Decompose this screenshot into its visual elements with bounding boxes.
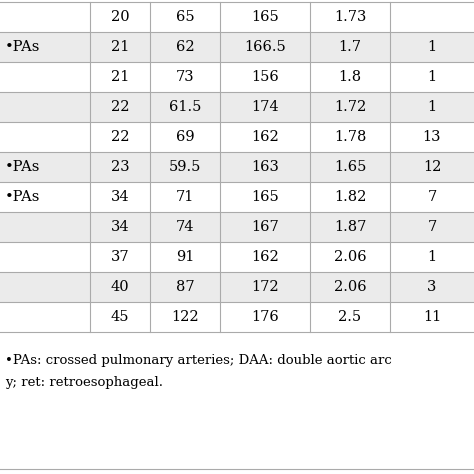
Text: 11: 11 — [423, 310, 441, 324]
Text: •PAs: •PAs — [5, 40, 40, 54]
Text: 172: 172 — [251, 280, 279, 294]
Text: 165: 165 — [251, 190, 279, 204]
Text: 156: 156 — [251, 70, 279, 84]
Text: 1: 1 — [428, 100, 437, 114]
Text: 162: 162 — [251, 130, 279, 144]
Bar — [0, 122, 474, 152]
Bar — [0, 242, 474, 272]
Text: 23: 23 — [111, 160, 129, 174]
Text: 165: 165 — [251, 10, 279, 24]
Text: 59.5: 59.5 — [169, 160, 201, 174]
Text: 167: 167 — [251, 220, 279, 234]
Text: 87: 87 — [176, 280, 194, 294]
Text: 1.8: 1.8 — [338, 70, 362, 84]
Text: 1.72: 1.72 — [334, 100, 366, 114]
Text: 61.5: 61.5 — [169, 100, 201, 114]
Bar — [0, 152, 474, 182]
Text: 21: 21 — [111, 40, 129, 54]
Text: 1: 1 — [428, 40, 437, 54]
Text: 2.5: 2.5 — [338, 310, 362, 324]
Text: 34: 34 — [111, 220, 129, 234]
Text: 122: 122 — [171, 310, 199, 324]
Text: 176: 176 — [251, 310, 279, 324]
Text: 12: 12 — [423, 160, 441, 174]
Text: 71: 71 — [176, 190, 194, 204]
Text: 7: 7 — [428, 190, 437, 204]
Bar — [0, 92, 474, 122]
Text: 37: 37 — [111, 250, 129, 264]
Text: 1.82: 1.82 — [334, 190, 366, 204]
Text: 174: 174 — [251, 100, 279, 114]
Text: y; ret: retroesophageal.: y; ret: retroesophageal. — [5, 376, 163, 389]
Bar — [0, 302, 474, 332]
Text: 1.78: 1.78 — [334, 130, 366, 144]
Text: 1: 1 — [428, 70, 437, 84]
Text: 45: 45 — [111, 310, 129, 324]
Bar — [0, 212, 474, 242]
Text: 1: 1 — [428, 250, 437, 264]
Text: •PAs: •PAs — [5, 190, 40, 204]
Text: 1.7: 1.7 — [338, 40, 362, 54]
Text: 2.06: 2.06 — [334, 280, 366, 294]
Text: 162: 162 — [251, 250, 279, 264]
Text: 91: 91 — [176, 250, 194, 264]
Bar — [0, 272, 474, 302]
Text: 13: 13 — [423, 130, 441, 144]
Text: 34: 34 — [111, 190, 129, 204]
Text: 7: 7 — [428, 220, 437, 234]
Text: 163: 163 — [251, 160, 279, 174]
Bar — [0, 62, 474, 92]
Text: 2.06: 2.06 — [334, 250, 366, 264]
Text: 65: 65 — [176, 10, 194, 24]
Text: 22: 22 — [111, 100, 129, 114]
Bar — [0, 182, 474, 212]
Text: 3: 3 — [428, 280, 437, 294]
Text: 73: 73 — [176, 70, 194, 84]
Bar — [0, 2, 474, 32]
Text: 40: 40 — [111, 280, 129, 294]
Text: 20: 20 — [111, 10, 129, 24]
Text: •PAs: crossed pulmonary arteries; DAA: double aortic arc: •PAs: crossed pulmonary arteries; DAA: d… — [5, 354, 392, 367]
Text: 1.73: 1.73 — [334, 10, 366, 24]
Text: 21: 21 — [111, 70, 129, 84]
Text: 22: 22 — [111, 130, 129, 144]
Text: 166.5: 166.5 — [244, 40, 286, 54]
Text: •PAs: •PAs — [5, 160, 40, 174]
Text: 74: 74 — [176, 220, 194, 234]
Text: 69: 69 — [176, 130, 194, 144]
Text: 1.65: 1.65 — [334, 160, 366, 174]
Bar — [0, 32, 474, 62]
Text: 62: 62 — [176, 40, 194, 54]
Text: 1.87: 1.87 — [334, 220, 366, 234]
